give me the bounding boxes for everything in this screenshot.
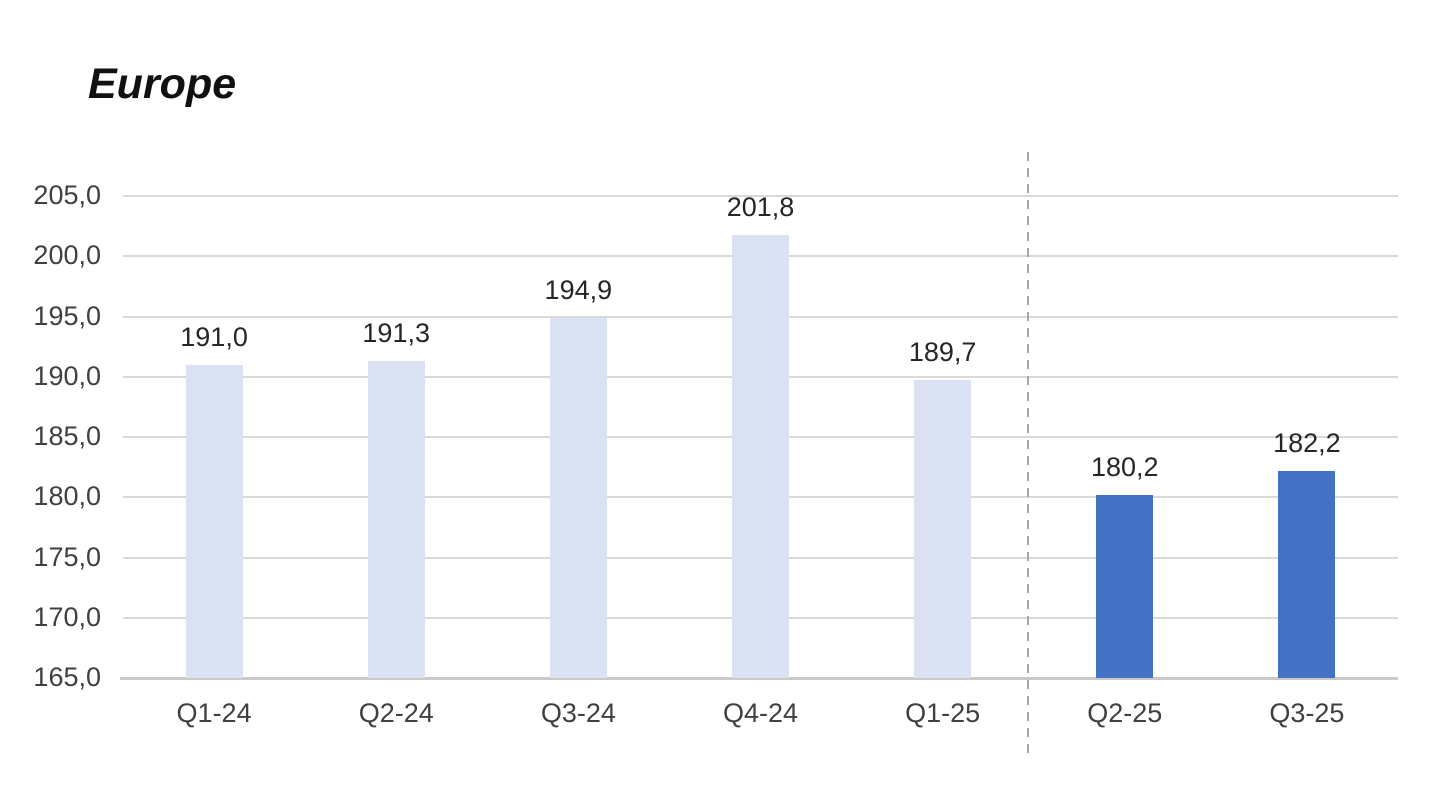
x-axis-tick-label: Q4-24 xyxy=(722,698,799,728)
plot-area: 191,0 191,3 194,9 201,8 189,7 180,2 182,2 xyxy=(120,191,1398,680)
y-axis-tick-label: 170,0 xyxy=(33,601,101,632)
bar-value-label: 194,9 xyxy=(544,274,613,305)
y-axis-tick-label: 195,0 xyxy=(33,300,101,331)
y-axis-tick-label: 190,0 xyxy=(33,360,101,391)
y-axis-tick-label: 205,0 xyxy=(33,180,101,210)
forecast-separator-line xyxy=(1026,152,1029,755)
bar-value-label: 182,2 xyxy=(1273,427,1341,458)
bar-Q2-24 xyxy=(367,361,425,678)
y-axis-tick-label: 200,0 xyxy=(33,240,101,271)
y-axis-tick-label: 175,0 xyxy=(33,541,101,572)
x-axis-tick-label: Q2-24 xyxy=(358,698,434,728)
bar-Q1-25 xyxy=(914,380,972,678)
bar-Q1-24 xyxy=(185,364,243,678)
bar-value-label: 180,2 xyxy=(1090,451,1159,482)
bar-Q3-24 xyxy=(549,317,607,678)
bar-Q4-24 xyxy=(732,234,789,678)
x-axis: Q1-24 Q2-24 Q3-24 Q4-24 Q1-25 Q2-25 Q3-25 xyxy=(123,700,1398,740)
bar-value-label: 189,7 xyxy=(908,337,977,368)
y-axis: 205,0 200,0 195,0 190,0 185,0 180,0 175,0 170,0… xyxy=(0,182,101,691)
bar-value-label: 191,3 xyxy=(362,318,430,349)
x-axis-line xyxy=(120,677,1398,680)
x-axis-tick-label: Q2-25 xyxy=(1087,698,1163,728)
x-axis-tick-label: Q1-25 xyxy=(905,698,981,728)
x-axis-tick-label: Q1-24 xyxy=(176,698,252,728)
bar-value-label: 191,0 xyxy=(180,321,248,352)
x-axis-tick-label: Q3-25 xyxy=(1269,698,1345,728)
gridline xyxy=(123,195,1398,197)
bar-value-label: 201,8 xyxy=(726,191,795,222)
y-axis-tick-label: 180,0 xyxy=(33,481,101,512)
bar-Q3-25 xyxy=(1278,470,1336,678)
chart-title: Europe xyxy=(88,60,237,108)
bar-Q2-25 xyxy=(1096,494,1154,678)
y-axis-tick-label: 185,0 xyxy=(33,421,101,451)
x-axis-tick-label: Q3-24 xyxy=(540,698,616,728)
y-axis-tick-label: 165,0 xyxy=(33,662,101,692)
